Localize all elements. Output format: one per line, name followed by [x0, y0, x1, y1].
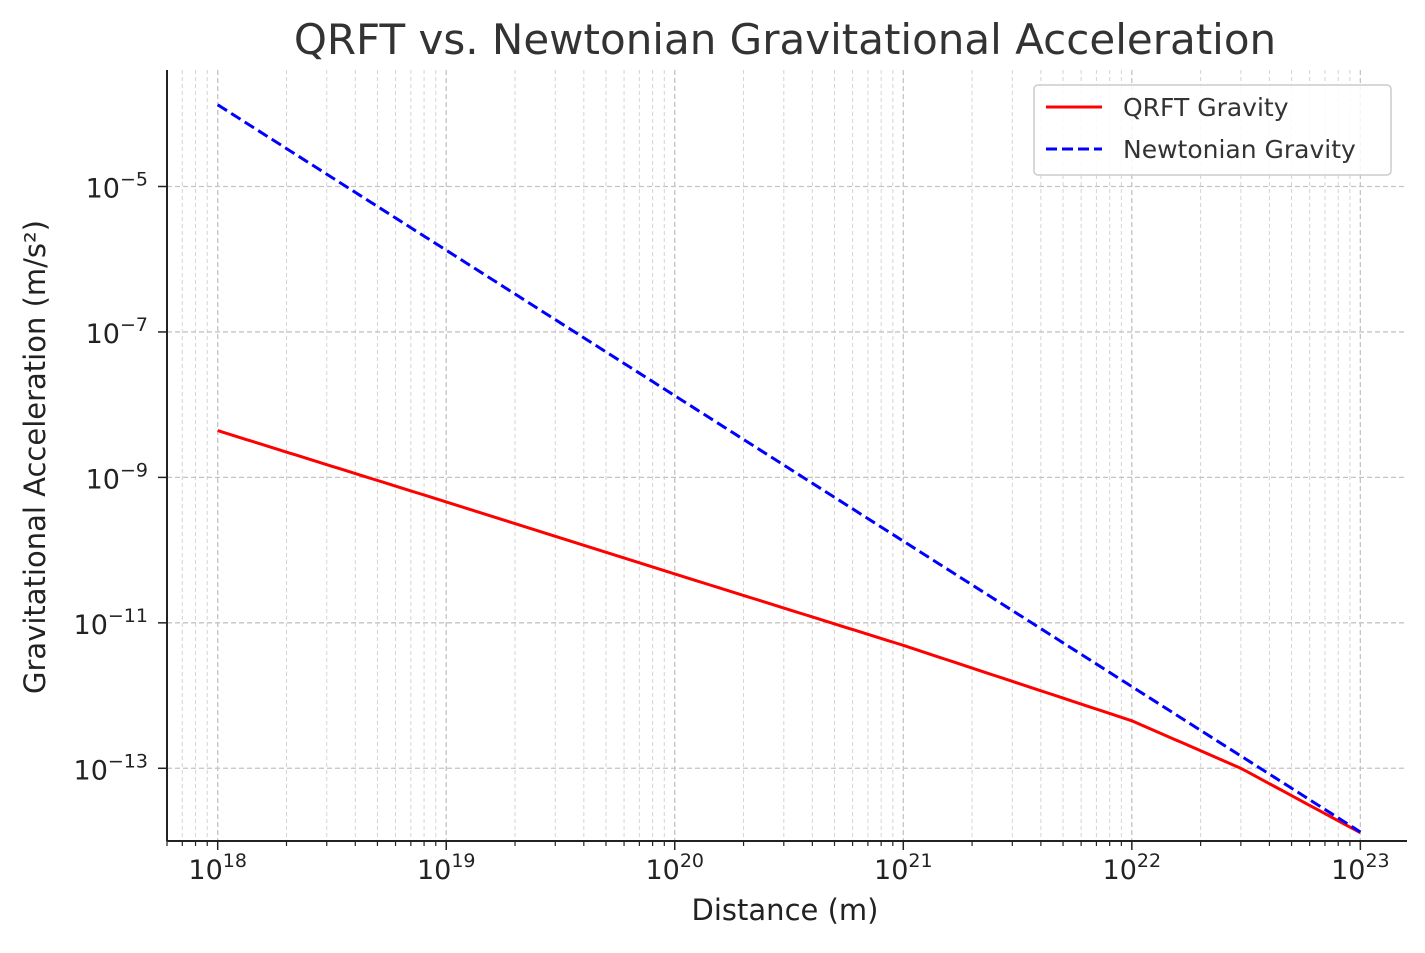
x-tick-label: 1021 [874, 850, 933, 886]
x-tick-label: 1023 [1331, 850, 1390, 886]
x-tick-label: 1022 [1103, 850, 1162, 886]
y-axis-title: Gravitational Acceleration (m/s²) [18, 220, 52, 694]
y-tick-label: 10−9 [86, 459, 148, 495]
y-tick-label: 10−5 [86, 169, 148, 205]
legend: QRFT Gravity Newtonian Gravity [1033, 84, 1392, 176]
y-tick-label: 10−11 [74, 605, 148, 641]
legend-box [1033, 84, 1392, 176]
chart-title: QRFT vs. Newtonian Gravitational Acceler… [294, 15, 1276, 64]
axes [158, 70, 1407, 850]
series-line-qrft [217, 429, 1362, 835]
tick-labels: 1018 1019 1020 1021 1022 1023 10−5 10−7 10−9 10−1… [74, 169, 1390, 886]
y-tick-label: 10−13 [74, 750, 148, 786]
x-tick-label: 1019 [417, 850, 476, 886]
series-lines [216, 103, 1362, 835]
y-tick-label: 10−7 [86, 314, 148, 350]
series-line-newtonian [216, 103, 1362, 834]
x-tick-label: 1020 [645, 850, 704, 886]
x-tick-label: 1018 [188, 850, 247, 886]
legend-label-newtonian: Newtonian Gravity [1123, 135, 1356, 164]
grid-lines [166, 70, 1407, 841]
x-axis-title: Distance (m) [692, 893, 879, 927]
legend-label-qrft: QRFT Gravity [1123, 93, 1289, 122]
